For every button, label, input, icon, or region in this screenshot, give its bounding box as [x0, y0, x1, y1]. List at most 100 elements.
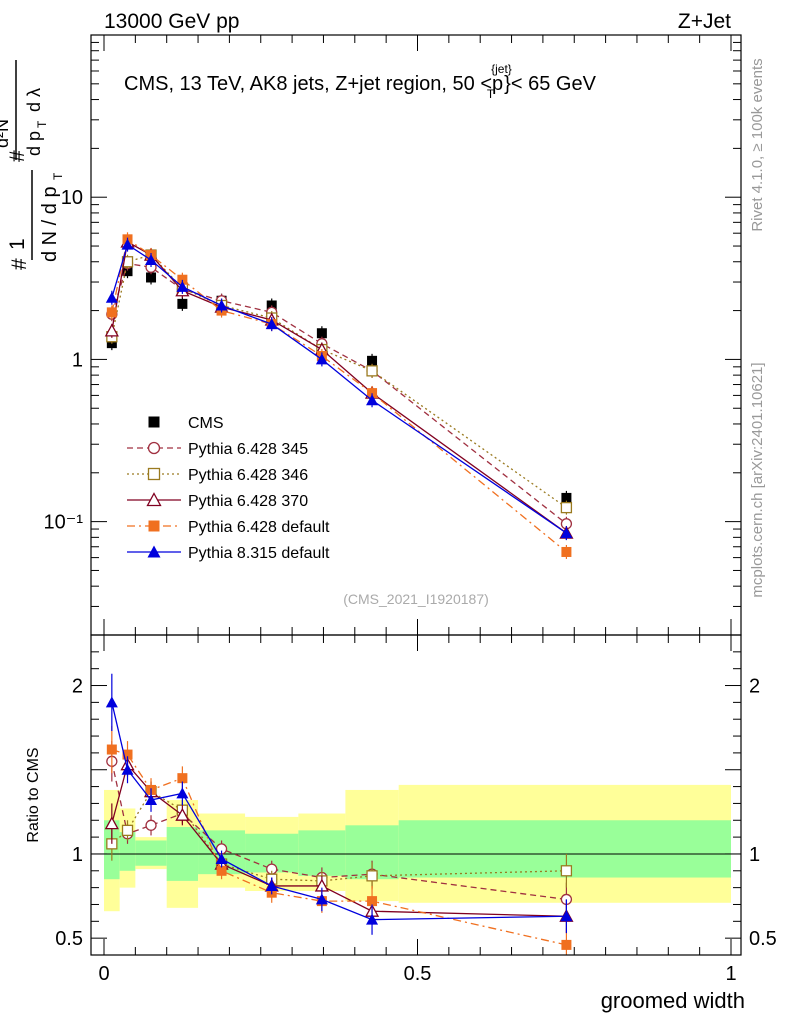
ratio-point	[216, 865, 227, 876]
svg-text:T: T	[51, 172, 65, 180]
ratio-point	[104, 816, 119, 830]
data-point	[561, 492, 572, 503]
data-point	[106, 307, 117, 318]
data-point	[145, 254, 158, 266]
data-point	[177, 298, 188, 309]
svg-text:d N / d p: d N / d p	[39, 186, 61, 262]
svg-text:d²N: d²N	[0, 119, 12, 148]
ratio-y-tick-label: 1	[72, 844, 83, 866]
ratio-point	[145, 819, 157, 831]
data-point	[560, 527, 573, 539]
main-ylabel: # 1 d N / d p T # d²N d p T d λ	[0, 60, 65, 270]
ratio-line	[111, 790, 567, 882]
ratio-series-pythia-8-315-default	[105, 673, 573, 935]
series-line	[111, 262, 567, 525]
legend-marker	[147, 467, 161, 481]
legend-entry: Pythia 6.428 346	[127, 467, 308, 484]
ratio-point	[265, 879, 278, 891]
data-point	[104, 323, 119, 337]
ratio-point	[145, 794, 158, 806]
plot-title-sub: T	[487, 87, 495, 101]
ratio-point	[367, 896, 378, 907]
x-tick-label: 0.5	[404, 963, 432, 985]
ratio-point	[105, 696, 118, 708]
ratio-frame	[90, 634, 742, 956]
legend-marker	[147, 545, 161, 558]
svg-text:T: T	[35, 120, 49, 128]
legend-entry: Pythia 8.315 default	[127, 545, 330, 562]
legend-label: CMS	[188, 415, 224, 432]
plot-title-main: CMS, 13 TeV, AK8 jets, Z+jet region, 50 …	[124, 73, 503, 95]
ratio-y-tick-label-right: 2	[749, 676, 760, 698]
y-tick-label: 1	[72, 349, 83, 371]
data-point	[316, 328, 327, 339]
data-point	[367, 355, 378, 366]
ratio-point	[215, 853, 228, 864]
data-point	[367, 388, 378, 399]
legend-entry: Pythia 6.428 370	[127, 492, 308, 510]
data-point	[176, 280, 189, 292]
ratio-point	[561, 939, 572, 950]
legend-marker	[148, 416, 160, 428]
axes-group: 10⁻¹ 1 10 0.5 0.5 1 1 2 2 0 0.5 1	[44, 34, 777, 985]
legend-label: Pythia 6.428 default	[188, 519, 330, 536]
ratio-band-green	[135, 840, 167, 866]
data-point	[315, 353, 328, 365]
svg-text:#: #	[6, 150, 29, 162]
x-tick-label: 1	[725, 963, 736, 985]
legend-entry: Pythia 6.428 default	[127, 519, 330, 536]
data-point	[215, 299, 228, 311]
legend-label: Pythia 6.428 345	[188, 441, 308, 458]
data-point	[366, 394, 379, 406]
data-point	[560, 501, 573, 514]
ratio-point	[175, 807, 190, 821]
ratio-point	[560, 910, 573, 922]
analysis-id: (CMS_2021_I1920187)	[343, 591, 489, 607]
svg-text:d λ: d λ	[24, 88, 44, 112]
plot-title-end: }< 65 GeV	[504, 73, 596, 95]
beam-label: 13000 GeV pp	[104, 10, 239, 33]
series-pythia-8-315-default	[105, 237, 573, 541]
ratio-ylabel: Ratio to CMS	[25, 747, 42, 842]
legend-entry: Pythia 6.428 345	[127, 441, 308, 458]
ratio-series-group	[104, 673, 574, 955]
ratio-point	[366, 870, 378, 882]
ratio-point	[122, 749, 133, 760]
svg-text:1: 1	[6, 238, 29, 250]
x-tick-label: 0	[98, 963, 109, 985]
ratio-y-tick-label: 0.5	[55, 928, 83, 950]
ratio-point	[177, 773, 188, 784]
data-point	[177, 274, 188, 285]
legend-marker	[148, 520, 160, 532]
legend: CMS Pythia 6.428 345 Pythia 6.428 346 Pythi…	[127, 415, 330, 562]
ratio-uncertainty-bands	[104, 784, 731, 912]
data-point	[146, 272, 157, 283]
ratio-point	[176, 787, 189, 799]
legend-entry: CMS	[148, 415, 224, 432]
data-point	[105, 291, 118, 303]
data-point	[122, 266, 133, 277]
ratio-point	[121, 763, 134, 775]
legend-marker	[146, 492, 162, 507]
series-pythia-6-428-346	[106, 248, 573, 515]
data-point	[265, 318, 278, 330]
legend-marker	[147, 441, 161, 455]
data-point	[121, 238, 134, 250]
svg-text:#: #	[8, 258, 31, 270]
process-label: Z+Jet	[678, 10, 731, 33]
ratio-band-green	[119, 832, 136, 871]
plot-title: CMS, 13 TeV, AK8 jets, Z+jet region, 50 …	[124, 62, 597, 101]
ratio-y-tick-label-right: 0.5	[749, 928, 777, 950]
series-cms	[106, 264, 572, 505]
ratio-point	[366, 913, 379, 925]
y-tick-label: 10⁻¹	[44, 512, 84, 534]
y-tick-label: 10	[61, 187, 83, 209]
data-point	[366, 365, 378, 377]
ratio-y-tick-label-right: 1	[749, 844, 760, 866]
legend-label: Pythia 6.428 346	[188, 467, 308, 484]
legend-label: Pythia 8.315 default	[188, 545, 330, 562]
ratio-point	[560, 865, 573, 877]
main-series-group	[104, 232, 574, 559]
data-point	[561, 546, 572, 557]
